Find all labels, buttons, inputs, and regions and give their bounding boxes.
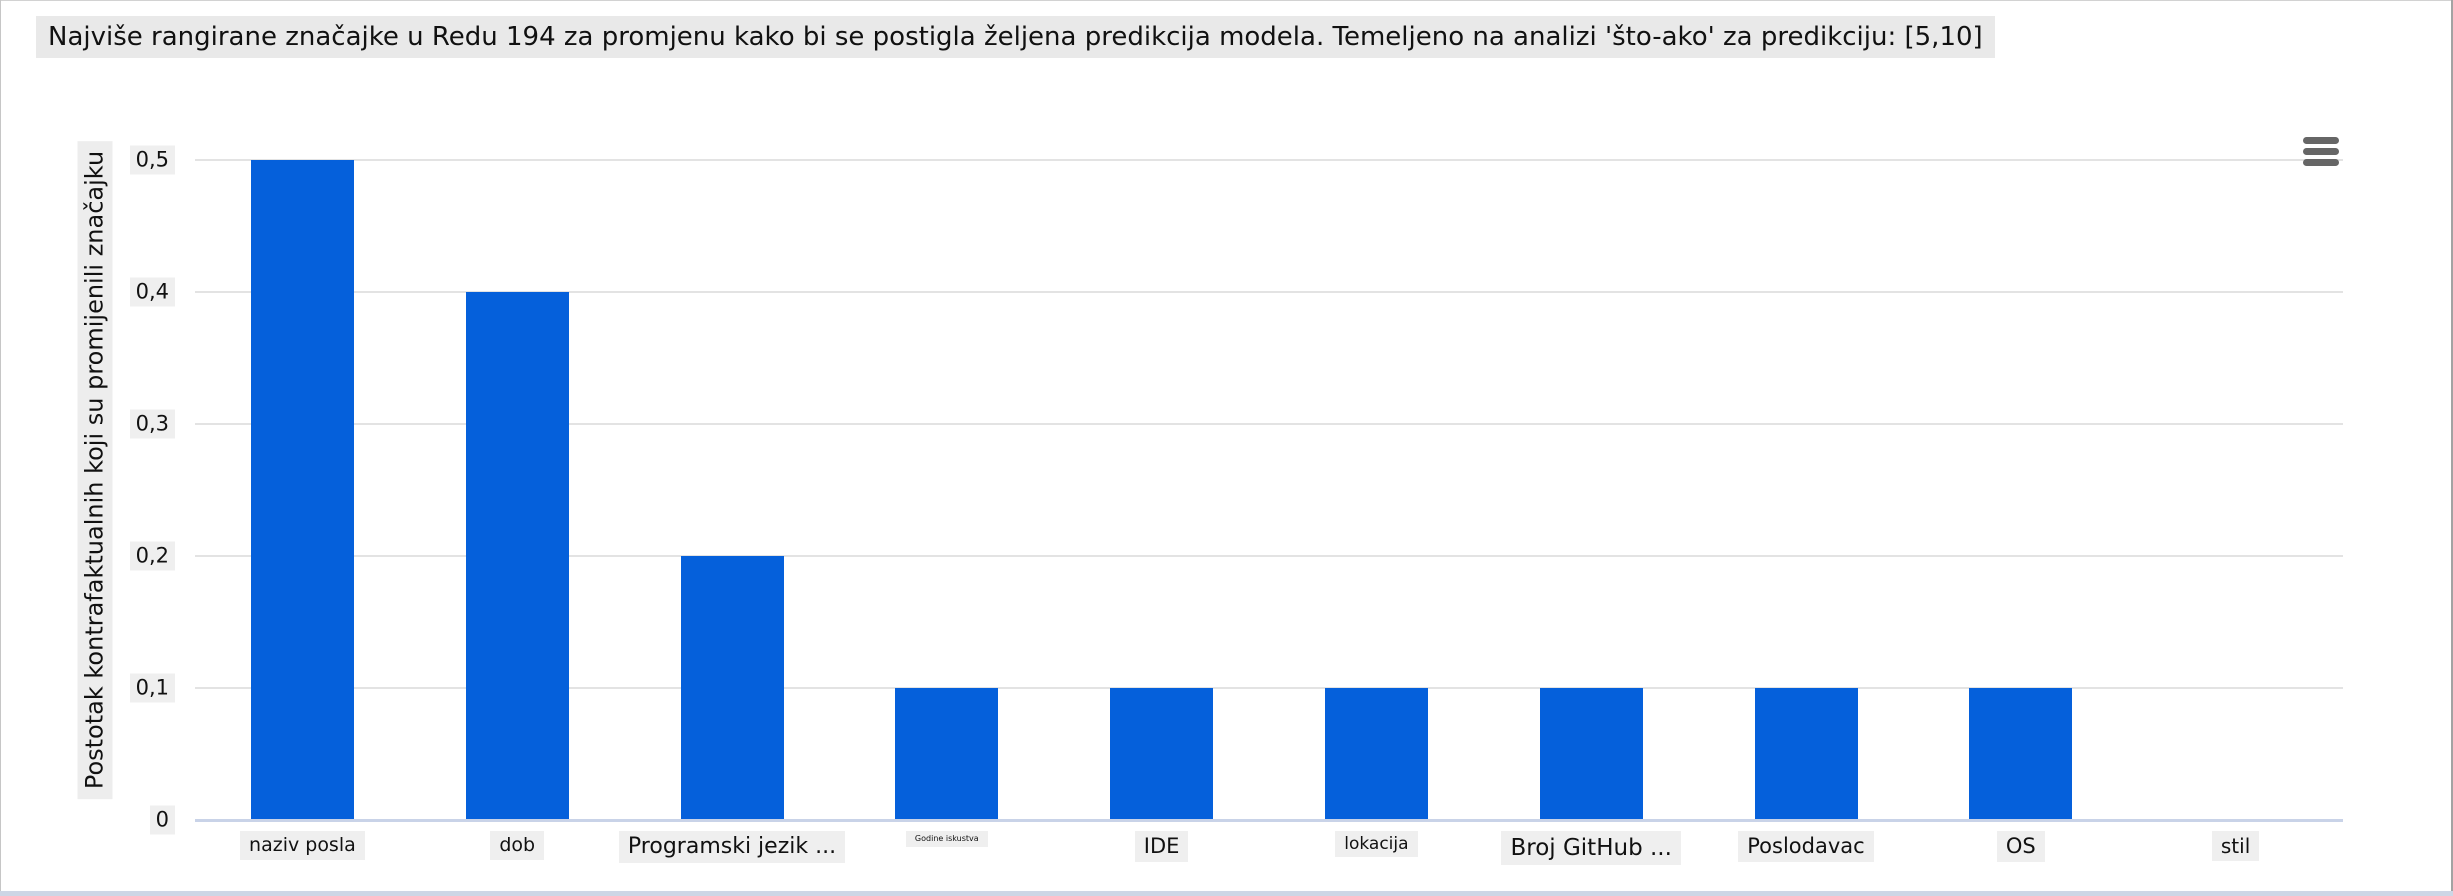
x-tick-label: stil xyxy=(2128,831,2343,861)
grid-line xyxy=(195,423,2343,425)
hamburger-bar xyxy=(2303,159,2339,166)
bar-lokacija[interactable] xyxy=(1324,688,1428,820)
y-tick-label: 0,4 xyxy=(90,277,175,307)
x-tick-label: IDE xyxy=(1054,831,1269,862)
bar-Poslodavac[interactable] xyxy=(1754,688,1858,820)
window-border-right xyxy=(2451,0,2453,896)
x-tick-label: Poslodavac xyxy=(1699,831,1914,862)
y-tick-label: 0,1 xyxy=(90,673,175,703)
x-tick-label: lokacija xyxy=(1269,831,1484,857)
bar-IDE[interactable] xyxy=(1110,688,1214,820)
window-border-left xyxy=(0,0,1,896)
x-tick-label: OS xyxy=(1913,831,2128,862)
bar-Programski jezik ...[interactable] xyxy=(680,556,784,820)
bar-OS[interactable] xyxy=(1969,688,2073,820)
bar-Broj GitHub ...[interactable] xyxy=(1539,688,1643,820)
grid-line xyxy=(195,555,2343,557)
grid-line xyxy=(195,159,2343,161)
chart-title: Najviše rangirane značajke u Redu 194 za… xyxy=(36,16,1995,58)
hamburger-bar xyxy=(2303,137,2339,144)
y-tick-label: 0,2 xyxy=(90,541,175,571)
bar-naziv posla[interactable] xyxy=(250,160,354,820)
y-tick-label: 0 xyxy=(90,805,175,835)
grid-line xyxy=(195,291,2343,293)
y-tick-label: 0,3 xyxy=(90,409,175,439)
x-tick-label: dob xyxy=(410,831,625,860)
grid-line xyxy=(195,687,2343,689)
x-tick-label: Programski jezik ... xyxy=(618,831,846,863)
x-tick-label: Godine iskustva xyxy=(839,831,1054,847)
hamburger-menu-icon[interactable] xyxy=(2303,137,2339,166)
y-tick-label: 0,5 xyxy=(90,145,175,175)
window-border-top xyxy=(0,0,2453,1)
window-border-bottom xyxy=(0,891,2453,896)
bar-Godine iskustva[interactable] xyxy=(895,688,999,820)
x-axis-line xyxy=(195,819,2343,822)
hamburger-bar xyxy=(2303,148,2339,155)
x-tick-label: naziv posla xyxy=(195,831,410,860)
x-tick-label: Broj GitHub ... xyxy=(1484,831,1699,865)
bar-dob[interactable] xyxy=(465,292,569,820)
